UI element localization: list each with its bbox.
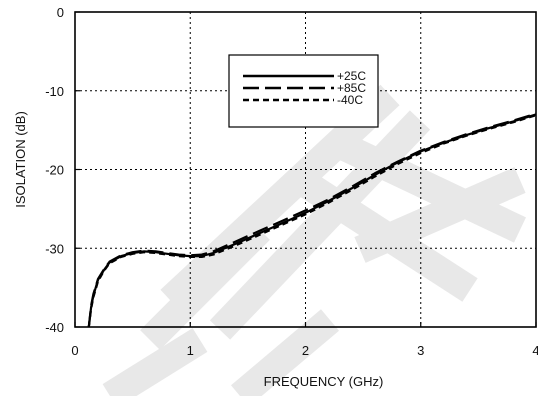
x-axis-title: FREQUENCY (GHz)	[264, 374, 384, 389]
watermark	[110, 95, 520, 396]
y-axis-title: ISOLATION (dB)	[13, 111, 28, 208]
x-tick-label: 4	[532, 343, 538, 358]
y-tick-label: -20	[45, 163, 64, 178]
x-tick-label: 2	[302, 343, 309, 358]
legend: +25C+85C-40C	[229, 55, 378, 127]
x-tick-label: 1	[187, 343, 194, 358]
legend-label: -40C	[337, 93, 363, 107]
y-tick-label: -40	[45, 320, 64, 335]
y-tick-label: -30	[45, 241, 64, 256]
x-tick-label: 0	[71, 343, 78, 358]
y-tick-label: 0	[57, 5, 64, 20]
y-tick-label: -10	[45, 84, 64, 99]
x-tick-label: 3	[417, 343, 424, 358]
